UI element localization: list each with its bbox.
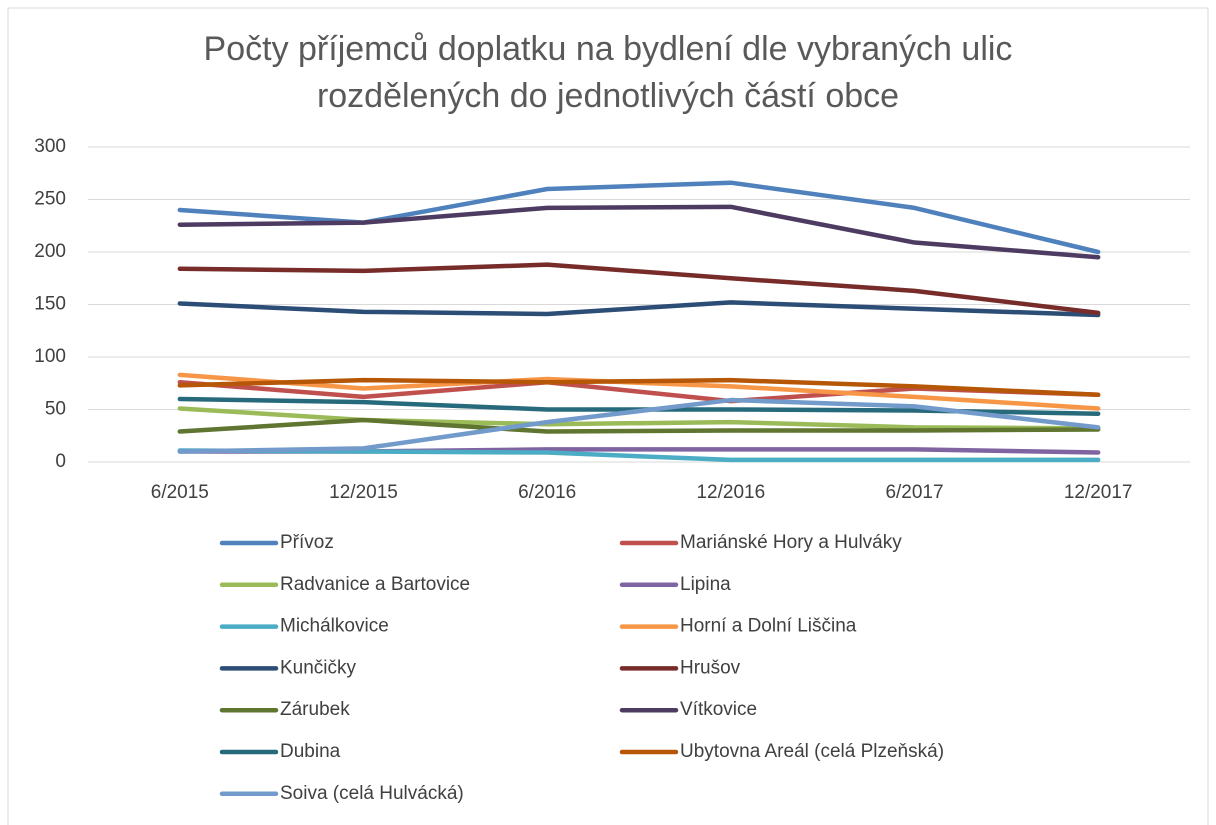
legend-label: Kunčičky [280,657,357,678]
legend-label: Lipina [680,574,731,595]
y-tick-label: 250 [34,189,66,210]
y-tick-label: 100 [34,346,66,367]
x-tick-label: 6/2015 [151,482,209,503]
y-tick-label: 0 [55,451,66,472]
legend-label: Horní a Dolní Liščina [680,616,857,637]
legend-label: Radvanice a Bartovice [280,574,470,595]
legend-label: Vítkovice [680,699,757,720]
x-tick-label: 12/2015 [329,482,398,503]
chart-title: Počty příjemců doplatku na bydlení dle v… [203,30,1013,115]
y-tick-label: 300 [34,136,66,157]
legend-label: Michálkovice [280,616,389,637]
legend-label: Zárubek [280,699,350,720]
series-line [177,204,1101,260]
legend-label: Přívoz [280,532,334,553]
series-line [177,300,1101,318]
x-tick-label: 12/2016 [696,482,765,503]
y-tick-label: 50 [45,399,66,420]
x-tick-label: 6/2016 [518,482,576,503]
x-tick-label: 12/2017 [1064,482,1133,503]
series-line [177,406,1101,431]
y-tick-label: 150 [34,294,66,315]
x-tick-label: 6/2017 [885,482,943,503]
series-line [177,262,1101,316]
series-line [177,397,1101,454]
legend-label: Mariánské Hory a Hulváky [680,532,902,553]
chart-border [7,7,1209,825]
legend-label: Ubytovna Areál (celá Plzeňská) [680,741,944,762]
series-line [177,180,1101,255]
series-line [177,417,1101,434]
legend-label: Hrušov [680,657,741,678]
y-tick-label: 200 [34,241,66,262]
series-line [177,377,1101,398]
legend-label: Soiva (celá Hulvácká) [280,783,464,804]
legend-label: Dubina [280,741,341,762]
series-line [177,448,1101,463]
